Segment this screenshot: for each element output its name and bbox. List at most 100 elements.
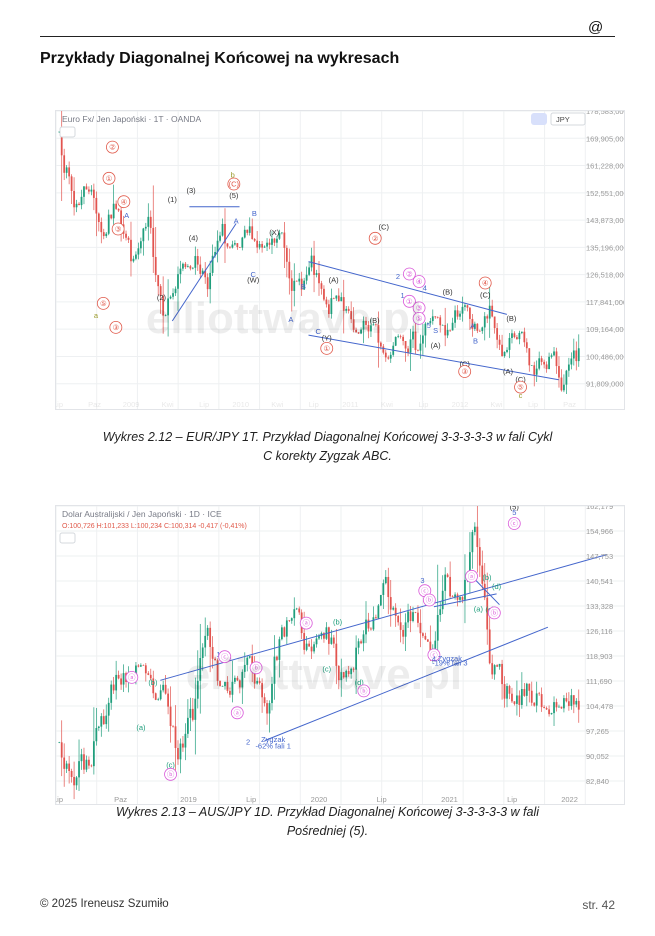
svg-text:(4): (4) <box>189 234 199 243</box>
svg-text:2012: 2012 <box>452 400 469 409</box>
svg-text:152,551,000: 152,551,000 <box>586 189 625 198</box>
svg-text:3: 3 <box>420 576 424 585</box>
svg-text:④: ④ <box>120 197 127 206</box>
svg-text:JPY: JPY <box>556 115 570 124</box>
svg-text:(C): (C) <box>229 180 240 189</box>
svg-text:-62% fali 1: -62% fali 1 <box>255 741 290 750</box>
svg-text:(A): (A) <box>329 276 340 285</box>
svg-text:135,196,000: 135,196,000 <box>586 243 625 252</box>
svg-text:(A): (A) <box>503 367 514 376</box>
svg-text:(a): (a) <box>474 604 484 613</box>
svg-text:178,583,000: 178,583,000 <box>586 111 625 116</box>
svg-text:B: B <box>301 282 306 291</box>
svg-text:(W): (W) <box>247 276 260 285</box>
svg-text:Lip: Lip <box>309 400 319 409</box>
svg-text:(A): (A) <box>431 341 442 350</box>
svg-text:Lip: Lip <box>418 400 428 409</box>
svg-text:ⓒ: ⓒ <box>511 519 519 528</box>
svg-text:ⓑ: ⓑ <box>491 609 499 618</box>
svg-text:④: ④ <box>482 279 489 288</box>
svg-text:133,328: 133,328 <box>586 602 613 611</box>
svg-text:A: A <box>124 211 129 220</box>
svg-text:100,486,000: 100,486,000 <box>586 352 625 361</box>
svg-text:(a): (a) <box>136 723 146 732</box>
svg-text:126,116: 126,116 <box>586 627 613 636</box>
svg-text:①: ① <box>106 174 113 183</box>
svg-text:Euro Fx/ Jen Japoński · 1T · O: Euro Fx/ Jen Japoński · 1T · OANDA <box>62 114 202 124</box>
svg-text:143,873,000: 143,873,000 <box>586 216 625 225</box>
svg-text:(B): (B) <box>443 287 454 296</box>
svg-text:(1): (1) <box>168 195 178 204</box>
svg-text:(5): (5) <box>229 191 239 200</box>
svg-text:111,690: 111,690 <box>586 677 612 686</box>
svg-text:147,753: 147,753 <box>586 552 613 561</box>
svg-text:b: b <box>231 171 235 180</box>
svg-text:2009: 2009 <box>123 400 140 409</box>
svg-text:109,164,000: 109,164,000 <box>586 325 625 334</box>
svg-text:Kwi: Kwi <box>271 400 283 409</box>
svg-text:②: ② <box>109 143 116 152</box>
svg-text:c: c <box>519 391 523 400</box>
svg-text:Lip: Lip <box>56 400 63 409</box>
svg-text:83,131,000: 83,131,000 <box>586 407 624 410</box>
svg-text:elliottwave.pl: elliottwave.pl <box>186 650 462 699</box>
svg-text:③: ③ <box>461 367 468 376</box>
svg-text:82,840: 82,840 <box>586 777 609 786</box>
svg-text:117,841,000: 117,841,000 <box>586 298 625 307</box>
svg-text:③: ③ <box>112 323 119 332</box>
svg-text:④: ④ <box>416 277 423 286</box>
svg-text:a: a <box>94 311 99 320</box>
svg-text:(C): (C) <box>379 223 390 232</box>
svg-text:Lip: Lip <box>199 400 209 409</box>
svg-text:A: A <box>470 322 475 331</box>
svg-text:Lip: Lip <box>528 400 538 409</box>
svg-text:B: B <box>473 337 478 346</box>
svg-text:118,903: 118,903 <box>586 652 613 661</box>
svg-text:(B): (B) <box>506 314 517 323</box>
svg-text:161,228,000: 161,228,000 <box>586 162 625 171</box>
svg-text:90,052: 90,052 <box>586 752 609 761</box>
svg-text:(b): (b) <box>333 618 343 627</box>
svg-text:②: ② <box>372 234 379 243</box>
svg-text:(C): (C) <box>480 290 491 299</box>
svg-text:169,905,000: 169,905,000 <box>586 134 625 143</box>
svg-text:Paz: Paz <box>563 400 576 409</box>
svg-text:5: 5 <box>512 508 516 517</box>
svg-text:ⓐ: ⓐ <box>302 619 310 628</box>
svg-text:Kwi: Kwi <box>381 400 393 409</box>
svg-text:91,809,000: 91,809,000 <box>586 380 624 389</box>
svg-text:elliottwave.pl: elliottwave.pl <box>146 294 422 343</box>
svg-text:ⓐ: ⓐ <box>468 572 476 581</box>
svg-text:126,518,000: 126,518,000 <box>586 271 625 280</box>
svg-text:Kwi: Kwi <box>490 400 502 409</box>
svg-text:(d): (d) <box>492 582 502 591</box>
svg-text:Dolar Australijski / Jen Japoń: Dolar Australijski / Jen Japoński · 1D ·… <box>62 509 222 519</box>
svg-text:97,265: 97,265 <box>586 727 609 736</box>
svg-text:(X): (X) <box>269 228 280 237</box>
svg-text:ⓑ: ⓑ <box>167 770 175 779</box>
svg-text:B: B <box>252 209 257 218</box>
svg-text:ⓐ: ⓐ <box>234 708 242 717</box>
svg-text:2010: 2010 <box>232 400 249 409</box>
svg-text:Paz: Paz <box>88 400 101 409</box>
svg-text:162,179: 162,179 <box>586 506 613 511</box>
svg-text:⑤: ⑤ <box>100 299 107 308</box>
svg-text:2: 2 <box>396 272 400 281</box>
svg-text:③: ③ <box>115 225 122 234</box>
svg-text:A: A <box>234 217 239 226</box>
svg-text:5: 5 <box>427 321 431 330</box>
svg-text:Kwi: Kwi <box>162 400 174 409</box>
svg-text:ⓐ: ⓐ <box>128 673 136 682</box>
svg-text:104,478: 104,478 <box>586 702 613 711</box>
svg-text:①: ① <box>323 344 330 353</box>
svg-text:S: S <box>433 326 438 335</box>
svg-text:154,966: 154,966 <box>586 527 613 536</box>
svg-text:O:100,726 H:101,233 L:100,23: O:100,726 H:101,233 L:100,234 C:100,314 … <box>62 523 247 530</box>
svg-text:140,541: 140,541 <box>586 577 613 586</box>
svg-text:(b): (b) <box>148 678 158 687</box>
svg-text:(3): (3) <box>187 186 197 195</box>
svg-text:②: ② <box>406 270 413 279</box>
svg-text:2011: 2011 <box>342 400 358 409</box>
svg-text:(b): (b) <box>482 573 492 582</box>
svg-text:2: 2 <box>246 738 250 747</box>
